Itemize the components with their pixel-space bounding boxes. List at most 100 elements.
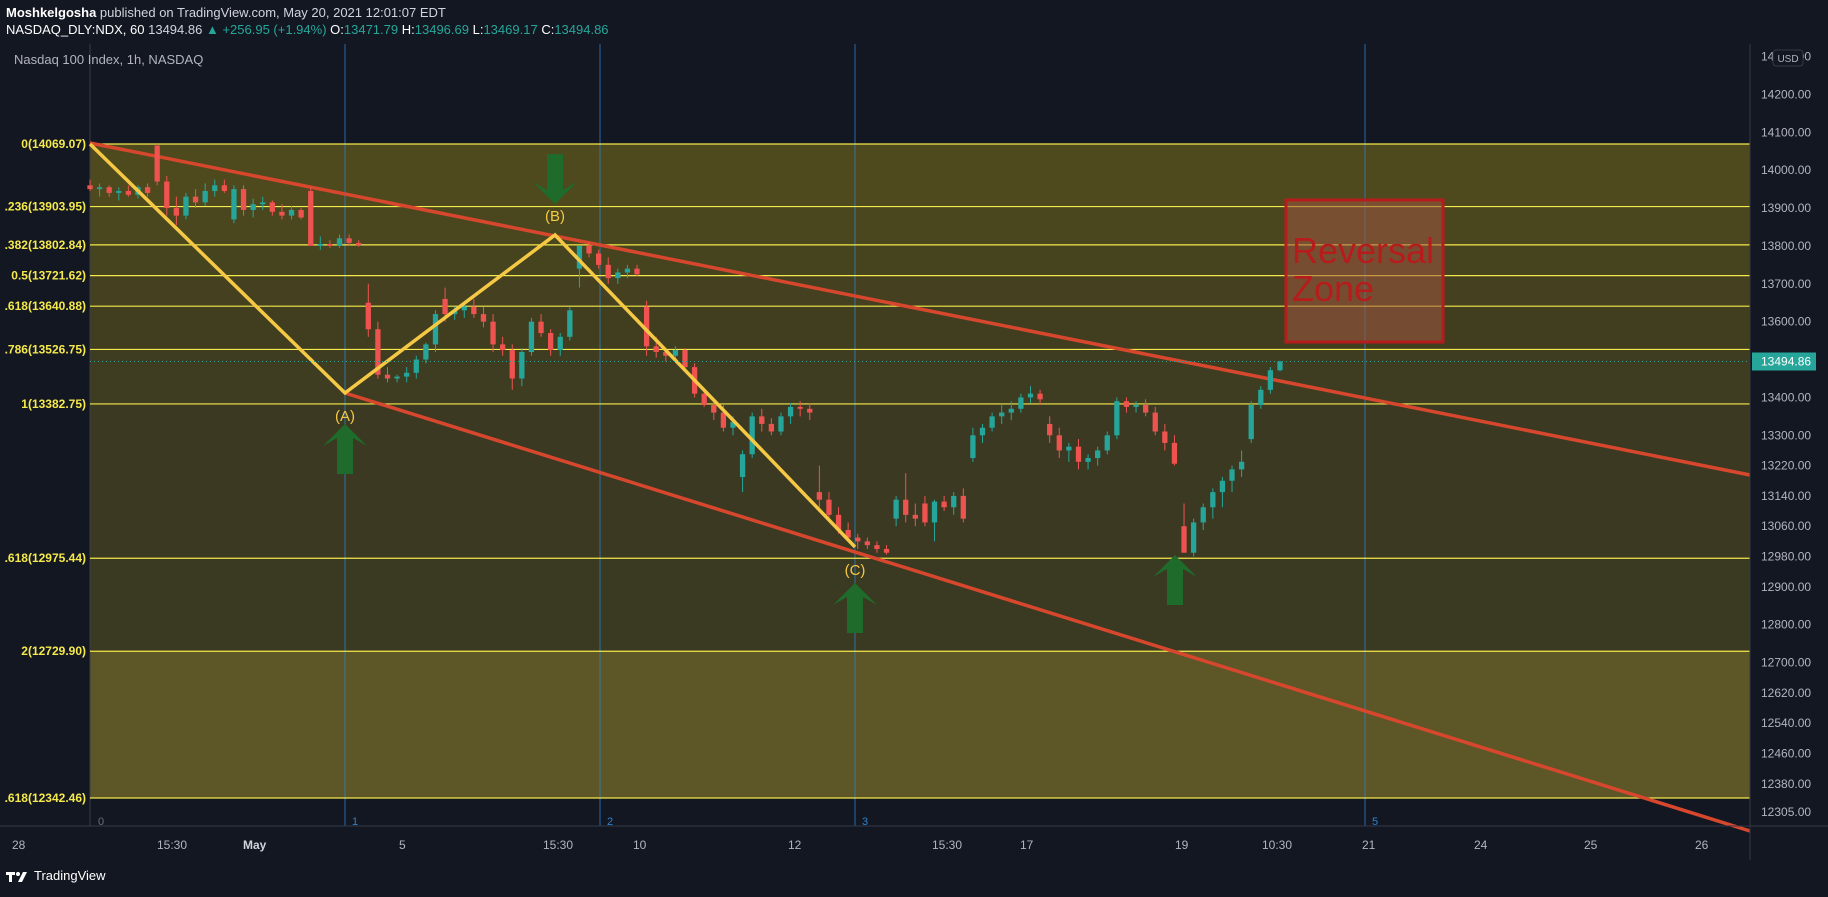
candle-body [816, 492, 822, 500]
symbol-name[interactable]: NASDAQ_DLY:NDX, 60 [6, 22, 145, 37]
time-tick: May [243, 838, 267, 852]
candle-body [231, 189, 237, 220]
candle-body [394, 376, 400, 379]
low-label: L: [472, 22, 484, 37]
tradingview-logo-icon [6, 871, 27, 882]
price-tick: 13220.00 [1761, 459, 1811, 473]
published-text: published on TradingView.com, May 20, 20… [99, 5, 446, 20]
candle-body [327, 244, 333, 246]
signal-arrows [323, 154, 1197, 633]
candle-body [288, 209, 295, 216]
wave-labels: (A) (B) (C) [335, 208, 865, 579]
candle-body [759, 416, 765, 424]
fib-zone [90, 306, 1750, 350]
candle-body [634, 268, 640, 275]
candle-body [912, 514, 918, 519]
fib-zone [90, 206, 1750, 245]
candle-body [1162, 431, 1168, 443]
candle-body [979, 427, 986, 436]
time-tick: 15:30 [932, 838, 962, 852]
currency-badge[interactable] [1772, 49, 1804, 67]
candle-body [298, 209, 304, 218]
candle-body [1104, 435, 1110, 451]
candle-body [1008, 408, 1014, 413]
time-tick: 12 [788, 838, 802, 852]
price-change: ▲ +256.95 (+1.94%) [205, 22, 327, 37]
fib-label: 0(14069.07) [21, 137, 86, 151]
open-label: O: [330, 22, 344, 37]
footer-brand[interactable]: TradingView [34, 868, 106, 883]
price-tick: 12980.00 [1761, 550, 1811, 564]
price-tick: 12305.00 [1761, 805, 1811, 819]
candle-body [1219, 480, 1226, 493]
cycle-label: 5 [1372, 816, 1378, 828]
candle-body [730, 422, 736, 428]
candle-body [423, 344, 429, 360]
channel-upper-line[interactable] [89, 141, 1751, 477]
candle-body [365, 302, 371, 330]
price-tick: 13140.00 [1761, 489, 1811, 503]
candle-body [1037, 393, 1043, 400]
up-arrow-icon [1153, 555, 1197, 605]
candle-body [970, 435, 976, 459]
price-tick: 12620.00 [1761, 686, 1811, 700]
price-tick: 14000.00 [1761, 163, 1811, 177]
candle-body [797, 406, 803, 409]
descending-channel[interactable] [89, 141, 1751, 833]
axes: 14300.0014200.0014100.0014000.0013900.00… [0, 44, 1828, 860]
fib-zone [90, 244, 1750, 276]
chart-title: Nasdaq 100 Index, 1h, NASDAQ [14, 52, 203, 67]
fib-zone [90, 349, 1750, 404]
candle-body [845, 530, 851, 538]
candle-body [903, 499, 909, 515]
low-value: 13469.17 [483, 22, 538, 37]
candle-body [125, 190, 132, 195]
candle-body [682, 350, 688, 368]
fib-label: .618(12975.44) [5, 551, 86, 565]
wave-label-b: (B) [545, 208, 565, 225]
cycle-label: 0 [98, 816, 104, 828]
price-tick: 14200.00 [1761, 87, 1811, 101]
up-arrow-icon [323, 424, 367, 474]
high-label: H: [401, 22, 415, 37]
candle-body [1133, 405, 1139, 407]
candle-body [768, 423, 775, 432]
fib-label: 1(13382.75) [21, 397, 86, 411]
candle-body [739, 454, 746, 477]
candle-body [202, 190, 208, 203]
candle-body [1200, 507, 1206, 523]
candle-body [749, 416, 755, 455]
wave-label-c: (C) [845, 562, 866, 579]
cycle-label: 3 [862, 816, 868, 828]
channel-lower-line[interactable] [344, 391, 1751, 833]
candle-body [1056, 435, 1062, 451]
last-price-label: 13494.86 [1761, 354, 1811, 368]
candle-body [624, 268, 631, 273]
abc-zigzag-line[interactable] [88, 142, 857, 549]
abc-zigzag[interactable] [88, 142, 857, 549]
candle-body [1248, 405, 1254, 440]
candle-body [826, 499, 832, 515]
candle-body [1085, 458, 1091, 462]
fib-label: .618(12342.46) [5, 791, 86, 805]
fib-label: 2(12729.90) [21, 644, 86, 658]
candle-body [595, 253, 602, 265]
cycle-label: 1 [352, 816, 358, 828]
candle-body [356, 242, 362, 246]
candlesticks [87, 144, 1283, 557]
candle-body [500, 344, 506, 351]
candle-body [212, 185, 218, 191]
candle-body [893, 499, 899, 519]
author-name[interactable]: Moshkelgosha [6, 5, 97, 20]
candle-body [154, 145, 160, 182]
price-tick: 13800.00 [1761, 239, 1811, 253]
candle-body [471, 306, 477, 315]
price-tick: 12380.00 [1761, 777, 1811, 791]
fib-zone [90, 403, 1750, 559]
reversal-zone-box[interactable] [1284, 198, 1445, 344]
candle-body [404, 372, 410, 377]
candle-body [922, 503, 928, 523]
candle-body [173, 208, 180, 216]
